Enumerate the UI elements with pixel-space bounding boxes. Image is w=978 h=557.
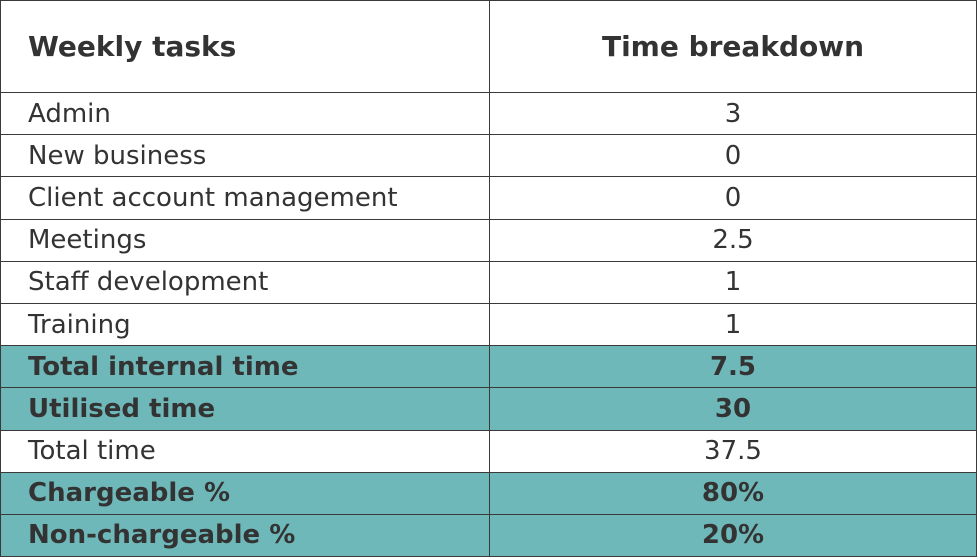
time-cell: 1	[489, 302, 977, 347]
task-cell: Total time	[0, 429, 490, 473]
task-cell: Non-chargeable %	[0, 513, 490, 557]
row: Meetings 2.5	[0, 218, 977, 262]
time-cell: 7.5	[489, 345, 977, 389]
row: Total time 37.5	[0, 429, 977, 473]
task-cell: Chargeable %	[0, 471, 490, 515]
time-cell: 30	[489, 387, 977, 431]
task-cell: Admin	[0, 91, 490, 136]
row: Training 1	[0, 302, 977, 347]
task-cell: Client account management	[0, 176, 490, 220]
time-cell: 3	[489, 91, 977, 136]
table-body: Admin 3 New business 0 Client account manage…	[0, 91, 977, 557]
time-cell: 37.5	[489, 429, 977, 473]
row: Client account management 0	[0, 176, 977, 220]
highlight-row: Non-chargeable % 20%	[0, 513, 977, 557]
header-cell: Weekly tasks	[0, 0, 490, 93]
highlight-row: Chargeable % 80%	[0, 471, 977, 515]
time-cell: 1	[489, 260, 977, 304]
time-cell: 20%	[489, 513, 977, 557]
task-cell: Total internal time	[0, 345, 490, 389]
time-cell: 80%	[489, 471, 977, 515]
row: Admin 3	[0, 91, 977, 136]
header-cell: Time breakdown	[489, 0, 977, 93]
time-cell: 2.5	[489, 218, 977, 262]
time-cell: 0	[489, 176, 977, 220]
task-cell: Training	[0, 302, 490, 347]
task-cell: Utilised time	[0, 387, 490, 431]
task-cell: Meetings	[0, 218, 490, 262]
highlight-row: Total internal time 7.5	[0, 345, 977, 389]
time-cell: 0	[489, 134, 977, 178]
highlight-row: Utilised time 30	[0, 387, 977, 431]
task-cell: Staff development	[0, 260, 490, 304]
row: New business 0	[0, 134, 977, 178]
header-row: Weekly tasks Time breakdown	[0, 0, 977, 93]
row: Staff development 1	[0, 260, 977, 304]
task-cell: New business	[0, 134, 490, 178]
